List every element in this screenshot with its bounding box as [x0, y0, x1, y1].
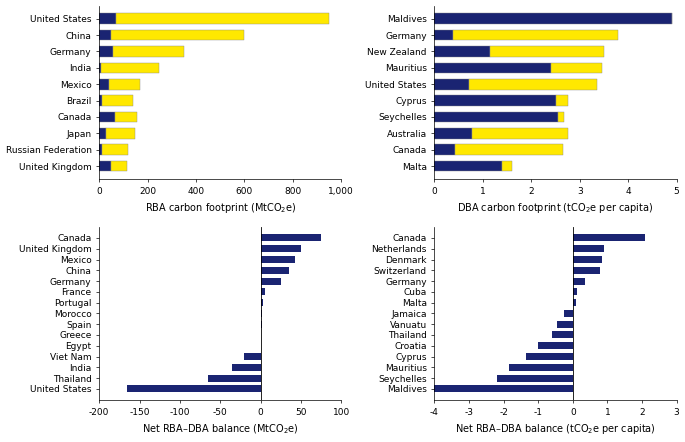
Bar — [573, 267, 601, 274]
Bar — [453, 30, 619, 41]
Bar — [99, 13, 116, 24]
Bar — [115, 112, 137, 122]
Bar — [573, 245, 604, 252]
Bar — [99, 128, 106, 139]
Bar — [434, 13, 672, 24]
X-axis label: Net RBA–DBA balance (tCO$_2$e per capita): Net RBA–DBA balance (tCO$_2$e per capita… — [455, 423, 656, 436]
Bar — [99, 112, 115, 122]
Bar — [127, 385, 260, 392]
Bar — [101, 95, 133, 106]
Bar — [260, 267, 289, 274]
Bar — [245, 353, 260, 360]
Bar — [573, 299, 575, 306]
Bar — [112, 46, 184, 57]
Bar — [106, 128, 135, 139]
Bar — [260, 299, 263, 306]
Bar — [434, 30, 453, 41]
Bar — [99, 62, 101, 73]
Bar — [557, 321, 573, 328]
Bar — [434, 145, 455, 155]
Bar — [260, 288, 264, 295]
Bar — [260, 245, 301, 252]
Bar — [434, 112, 558, 122]
Bar — [556, 95, 568, 106]
Bar — [455, 145, 563, 155]
Bar — [260, 332, 262, 339]
Bar — [509, 364, 573, 371]
Bar — [260, 234, 321, 241]
Bar — [260, 278, 281, 285]
Bar — [434, 161, 502, 171]
Bar — [526, 353, 573, 360]
Bar — [502, 161, 512, 171]
Bar — [434, 385, 573, 392]
Bar — [99, 79, 110, 90]
Bar — [573, 288, 577, 295]
Bar — [99, 95, 101, 106]
Bar — [434, 46, 490, 57]
Bar — [497, 374, 573, 381]
Bar — [260, 310, 262, 317]
Bar — [434, 95, 556, 106]
Bar — [99, 145, 101, 155]
Bar — [260, 321, 262, 328]
Bar — [101, 62, 159, 73]
Bar — [110, 79, 140, 90]
Bar — [573, 256, 602, 263]
X-axis label: DBA carbon footprint (tCO$_2$e per capita): DBA carbon footprint (tCO$_2$e per capit… — [458, 202, 653, 215]
Bar — [552, 332, 573, 339]
Bar — [573, 234, 645, 241]
Bar — [434, 79, 469, 90]
Bar — [434, 128, 472, 139]
X-axis label: RBA carbon footprint (MtCO$_2$e): RBA carbon footprint (MtCO$_2$e) — [145, 202, 296, 215]
Bar — [260, 342, 262, 349]
Bar — [564, 310, 573, 317]
Bar — [472, 128, 568, 139]
Bar — [260, 256, 295, 263]
Bar — [558, 112, 564, 122]
Bar — [116, 13, 329, 24]
Bar — [99, 46, 112, 57]
Bar — [573, 278, 585, 285]
Bar — [538, 342, 573, 349]
Bar — [101, 145, 128, 155]
Bar — [490, 46, 604, 57]
Bar — [111, 161, 127, 171]
Bar — [434, 62, 551, 73]
X-axis label: Net RBA–DBA balance (MtCO$_2$e): Net RBA–DBA balance (MtCO$_2$e) — [142, 423, 299, 436]
Bar — [99, 30, 111, 41]
Bar — [469, 79, 597, 90]
Bar — [99, 161, 111, 171]
Bar — [551, 62, 601, 73]
Bar — [208, 374, 260, 381]
Bar — [111, 30, 245, 41]
Bar — [232, 364, 260, 371]
